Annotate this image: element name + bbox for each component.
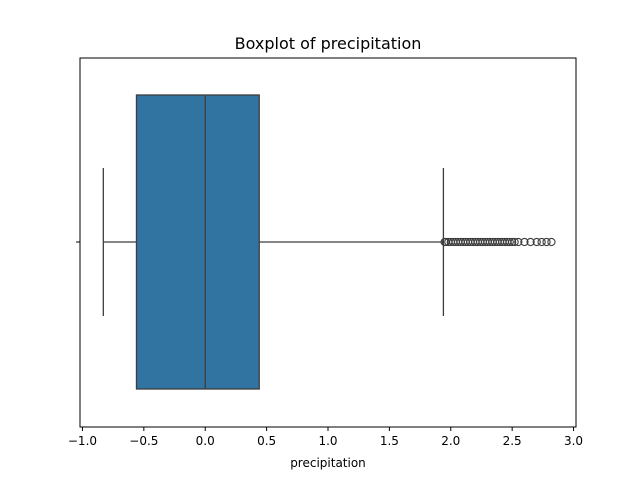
outlier-point (537, 237, 546, 247)
outlier-point (532, 237, 541, 247)
x-axis-ticks: −1.0 −0.5 0.0 0.5 1.0 1.5 2.0 2.5 3.0 (68, 427, 583, 448)
x-tick-label: 0.5 (257, 434, 276, 448)
outlier-point (542, 237, 551, 247)
chart-title: Boxplot of precipitation (235, 34, 422, 53)
chart-marks (102, 94, 556, 390)
x-tick-label: −1.0 (68, 434, 97, 448)
x-tick-label: 1.0 (318, 434, 337, 448)
x-tick-label: 2.0 (441, 434, 460, 448)
x-tick-label: 2.5 (503, 434, 522, 448)
x-axis-label: precipitation (290, 456, 366, 470)
outlier-point (510, 237, 519, 247)
outlier-point (514, 237, 523, 247)
outlier-point (520, 237, 529, 247)
iqr-box (135, 94, 260, 390)
outlier-point (508, 237, 517, 247)
x-tick-label: 0.0 (196, 434, 215, 448)
outlier-point (547, 237, 556, 247)
outlier-point (526, 237, 535, 247)
x-tick-label: −0.5 (129, 434, 158, 448)
x-tick-label: 1.5 (380, 434, 399, 448)
outlier-point (505, 237, 514, 247)
x-tick-label: 3.0 (564, 434, 583, 448)
